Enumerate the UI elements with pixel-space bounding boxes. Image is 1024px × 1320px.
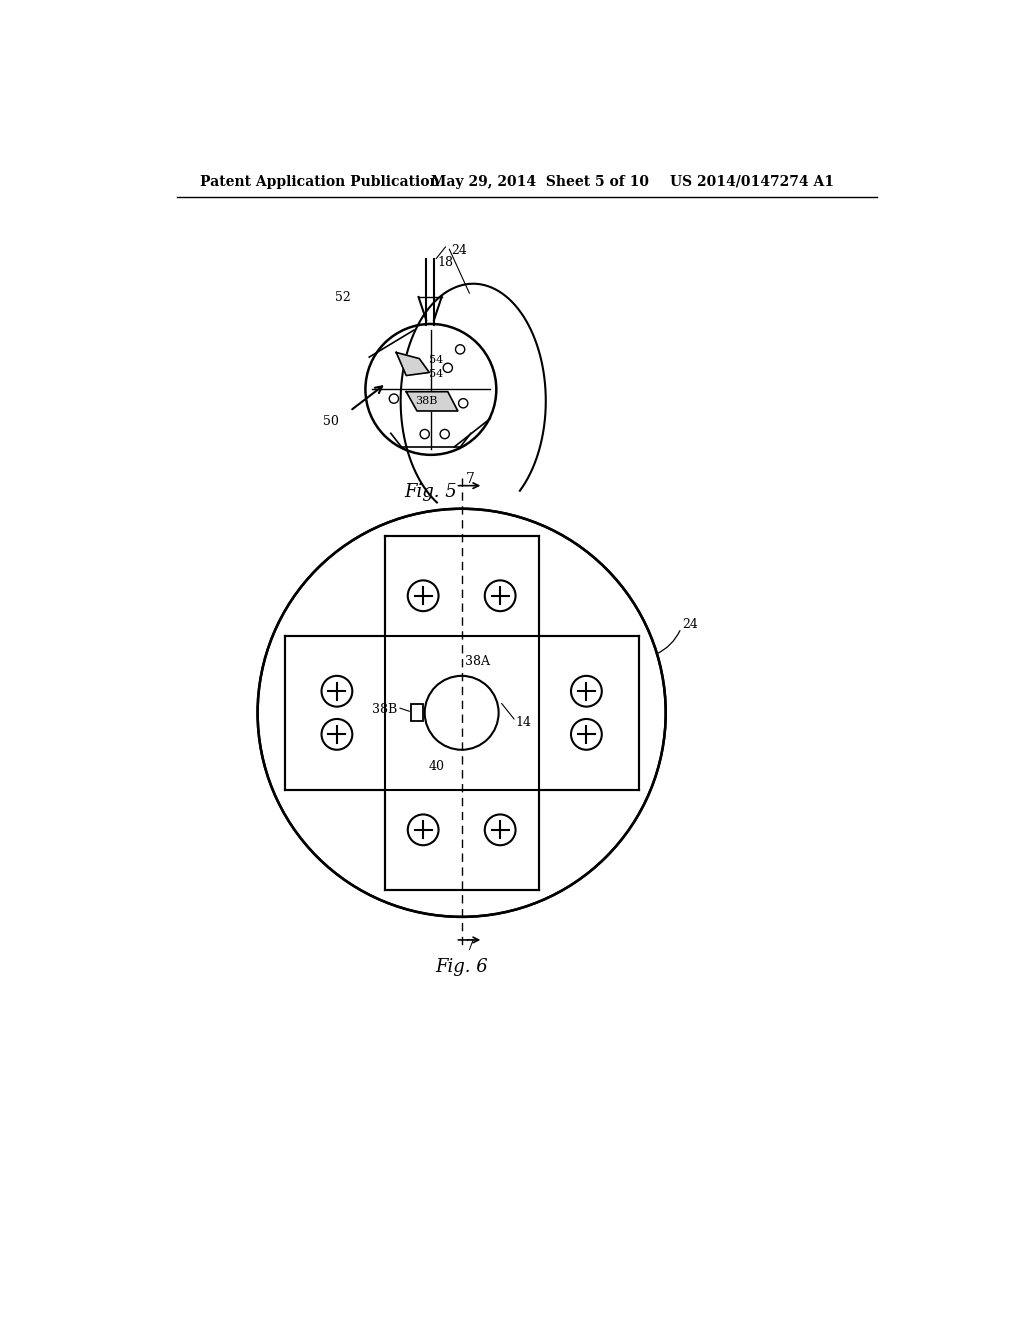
Bar: [285, 636, 385, 789]
Text: 38B: 38B: [373, 704, 397, 717]
Text: 38A: 38A: [465, 656, 489, 668]
Text: 7: 7: [466, 939, 475, 953]
Text: 38B: 38B: [416, 396, 438, 407]
Text: May 29, 2014  Sheet 5 of 10: May 29, 2014 Sheet 5 of 10: [431, 174, 649, 189]
Bar: [385, 789, 539, 890]
Bar: [385, 636, 539, 789]
Text: Fig. 5: Fig. 5: [404, 483, 458, 500]
Text: US 2014/0147274 A1: US 2014/0147274 A1: [670, 174, 834, 189]
Text: Patent Application Publication: Patent Application Publication: [200, 174, 439, 189]
Text: 14: 14: [515, 715, 531, 729]
Bar: [385, 536, 539, 636]
Text: 18: 18: [438, 256, 454, 269]
Text: 52: 52: [335, 290, 350, 304]
Bar: [539, 636, 639, 789]
Text: Fig. 6: Fig. 6: [435, 958, 488, 975]
Text: 50: 50: [323, 416, 339, 428]
Text: 54: 54: [429, 370, 443, 379]
Text: 24: 24: [683, 618, 698, 631]
Text: 24: 24: [451, 244, 467, 257]
Text: 40: 40: [429, 760, 444, 774]
Polygon shape: [407, 392, 458, 411]
Bar: [411, 705, 423, 721]
Polygon shape: [396, 352, 429, 376]
Text: 7: 7: [466, 473, 475, 487]
Text: 54: 54: [429, 355, 443, 366]
